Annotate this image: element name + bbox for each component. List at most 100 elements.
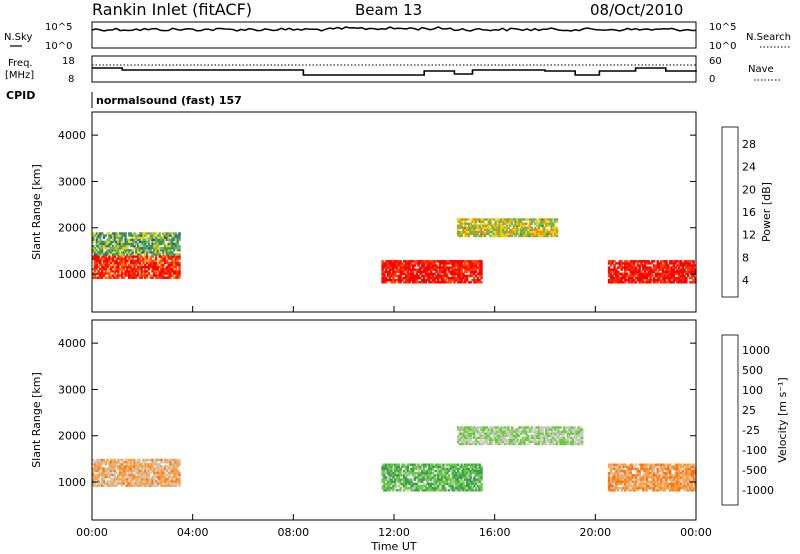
- heatmap-cell: [131, 236, 134, 239]
- heatmap-cell: [440, 465, 444, 468]
- heatmap-cell: [119, 242, 122, 246]
- heatmap-cell: [403, 482, 406, 486]
- heatmap-cell: [669, 489, 672, 492]
- heatmap-cell: [471, 274, 474, 278]
- heatmap-cell: [611, 487, 614, 490]
- heatmap-cell: [534, 230, 537, 234]
- heatmap-cell: [451, 478, 454, 481]
- heatmap-cell: [162, 242, 165, 246]
- heatmap-cell: [444, 463, 447, 466]
- heatmap-cell: [485, 436, 489, 439]
- heatmap-cell: [465, 228, 469, 231]
- heatmap-cell: [455, 272, 458, 276]
- heatmap-cell: [530, 218, 533, 221]
- heatmap-cell: [413, 274, 417, 278]
- heatmap-cell: [172, 458, 176, 462]
- heatmap-cell: [131, 465, 134, 468]
- heatmap-cell: [178, 249, 181, 252]
- heatmap-cell: [431, 482, 435, 486]
- heatmap-cell: [449, 262, 453, 265]
- heatmap-cell: [563, 432, 566, 435]
- heatmap-cell: [546, 232, 550, 236]
- heatmap-cell: [638, 279, 641, 282]
- heatmap-cell: [430, 478, 433, 481]
- heatmap-cell: [532, 232, 535, 236]
- heatmap-cell: [165, 247, 169, 250]
- heatmap-cell: [162, 268, 165, 271]
- heatmap-cell: [512, 438, 515, 442]
- heatmap-cell: [624, 465, 627, 468]
- heatmap-cell: [162, 257, 165, 260]
- heatmap-cell: [629, 478, 632, 481]
- heatmap-cell: [449, 467, 453, 471]
- heatmap-cell: [609, 467, 613, 471]
- heatmap-cell: [568, 432, 571, 435]
- heatmap-cell: [135, 478, 138, 481]
- heatmap-cell: [469, 472, 472, 475]
- heatmap-cell: [163, 259, 167, 262]
- heatmap-cell: [503, 438, 507, 442]
- heatmap-cell: [607, 487, 611, 490]
- heatmap-cell: [541, 222, 544, 225]
- heatmap-cell: [176, 247, 179, 250]
- heatmap-cell: [108, 471, 111, 474]
- heatmap-cell: [640, 480, 643, 483]
- heatmap-cell: [176, 458, 179, 462]
- heatmap-cell: [169, 458, 172, 462]
- heatmap-cell: [631, 268, 634, 271]
- heatmap-cell: [401, 474, 404, 477]
- heatmap-cell: [422, 467, 426, 471]
- heatmap-cell: [462, 434, 465, 437]
- heatmap-cell: [172, 471, 176, 474]
- heatmap-cell: [667, 264, 670, 267]
- heatmap-cell: [503, 234, 507, 238]
- heatmap-cell: [404, 465, 408, 468]
- heatmap-cell: [165, 265, 169, 269]
- heatmap-cell: [162, 272, 165, 275]
- heatmap-cell: [113, 236, 116, 239]
- heatmap-cell: [403, 474, 406, 477]
- heatmap-cell: [482, 428, 485, 431]
- heatmap-cell: [510, 426, 514, 429]
- heatmap-cell: [403, 465, 406, 468]
- heatmap-cell: [660, 260, 663, 263]
- heatmap-cell: [458, 432, 462, 435]
- heatmap-cell: [503, 436, 507, 439]
- heatmap-cell: [383, 463, 386, 466]
- heatmap-cell: [108, 274, 111, 277]
- heatmap-cell: [135, 236, 138, 239]
- heatmap-cell: [692, 476, 695, 479]
- heatmap-cell: [154, 276, 158, 279]
- heatmap-cell: [381, 281, 384, 284]
- heatmap-cell: [518, 430, 521, 433]
- heatmap-cell: [385, 484, 388, 488]
- heatmap-cell: [156, 247, 160, 250]
- heatmap-cell: [145, 247, 149, 250]
- heatmap-cell: [435, 465, 438, 468]
- heatmap-cell: [163, 471, 167, 474]
- heatmap-cell: [149, 458, 152, 462]
- heatmap-cell: [145, 261, 149, 265]
- heatmap-cell: [469, 232, 472, 236]
- heatmap-cell: [136, 478, 140, 481]
- heatmap-cell: [460, 442, 463, 446]
- heatmap-cell: [528, 226, 532, 229]
- heatmap-cell: [124, 471, 127, 474]
- heatmap-cell: [631, 487, 634, 490]
- heatmap-cell: [634, 482, 638, 486]
- heatmap-cell: [93, 263, 97, 267]
- heatmap-cell: [690, 484, 693, 488]
- heatmap-cell: [145, 484, 149, 487]
- heatmap-cell: [419, 487, 422, 490]
- heatmap-cell: [415, 489, 418, 492]
- heatmap-cell: [474, 440, 478, 444]
- heatmap-cell: [458, 478, 462, 481]
- heatmap-cell: [633, 465, 636, 468]
- heatmap-cell: [559, 438, 562, 442]
- heatmap-cell: [133, 244, 136, 248]
- heatmap-cell: [460, 226, 463, 229]
- heatmap-cell: [136, 473, 140, 477]
- heatmap-cell: [474, 480, 478, 483]
- heatmap-cell: [178, 253, 181, 256]
- heatmap-cell: [518, 442, 521, 446]
